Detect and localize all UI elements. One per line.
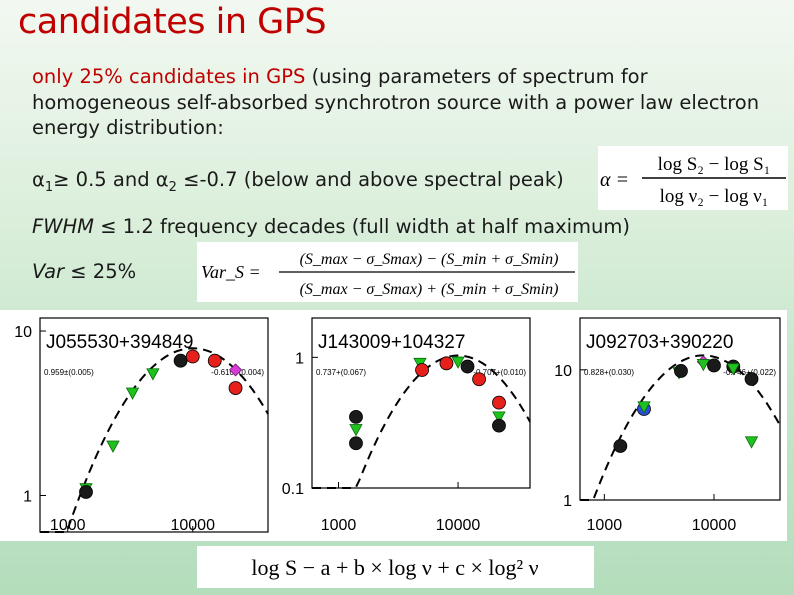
alpha-end-text: ≤-0.7 (below and above spectral peak) xyxy=(176,168,564,191)
data-point xyxy=(744,436,759,449)
data-point xyxy=(207,353,222,368)
plot-frame xyxy=(579,317,781,501)
data-point xyxy=(439,356,454,371)
plot-ytick-label: 10 xyxy=(14,324,32,341)
alpha-criterion: α1≥ 0.5 and α2 ≤-0.7 (below and above sp… xyxy=(32,168,564,195)
data-point xyxy=(613,439,628,453)
data-point xyxy=(228,381,243,395)
data-point xyxy=(349,410,363,424)
plot-xtick-label: 10000 xyxy=(436,517,481,534)
slide-title: candidates in GPS xyxy=(18,2,327,42)
plot-left-annotation: 0.737+(0.067) xyxy=(316,368,366,377)
intro-highlight: only 25% candidates in GPS xyxy=(32,65,306,88)
plot-ytick-label: 1 xyxy=(295,350,304,367)
data-point xyxy=(674,364,688,378)
alpha-formula-lhs: α = xyxy=(600,169,629,191)
plot-ytick-label: 1 xyxy=(563,493,572,510)
data-point xyxy=(744,372,759,386)
spectra-plots-panel: J055530+3948490.959±(0.005)-0.610+(0.004… xyxy=(0,310,787,541)
vars-formula: Var_S = (S_max − σ_Smax) − (S_min + σ_Sm… xyxy=(197,242,578,302)
data-point xyxy=(349,424,363,437)
alpha2-subscript: 2 xyxy=(168,179,177,195)
plot-frame xyxy=(311,317,531,489)
plot-xtick-label: 10000 xyxy=(692,517,737,534)
plot-right-annotation: -0.707+(0.010) xyxy=(473,368,526,377)
plot-xtick-label: 1000 xyxy=(587,517,623,534)
alpha-formula: α = log S₂ − log S₁ log ν₂ − log ν₁ xyxy=(598,146,788,210)
intro-rest: (using parameters of spectrum for homoge… xyxy=(32,65,760,139)
var-criterion: Var ≤ 25% xyxy=(32,260,136,283)
data-point xyxy=(726,363,740,376)
data-point xyxy=(228,363,243,377)
intro-paragraph: only 25% candidates in GPS (using parame… xyxy=(32,64,762,141)
data-point xyxy=(185,349,200,364)
data-point xyxy=(146,368,160,381)
plot-fit-curve xyxy=(312,354,531,489)
data-point xyxy=(696,359,711,372)
plot-ytick-label: 10 xyxy=(554,363,572,380)
fwhm-rest: ≤ 1.2 frequency decades (full width at h… xyxy=(94,215,630,238)
var-rest: ≤ 25% xyxy=(64,260,137,283)
intro-block: only 25% candidates in GPS (using parame… xyxy=(32,64,762,141)
plot-fit-curve xyxy=(580,354,781,501)
alpha2-symbol: α xyxy=(155,168,169,191)
plot-frame xyxy=(39,317,269,533)
data-point xyxy=(472,372,486,387)
var-term: Var xyxy=(32,260,65,283)
data-point xyxy=(173,353,188,368)
plot-title: J143009+104327 xyxy=(318,332,465,353)
alpha-mid-text: ≥ 0.5 and xyxy=(53,168,156,191)
data-point xyxy=(460,359,475,374)
plot-title: J092703+390220 xyxy=(586,332,733,353)
alpha-formula-numerator: log S₂ − log S₁ xyxy=(658,154,771,175)
plot-xtick-label: 1000 xyxy=(321,517,357,534)
plot-xtick-label: 10000 xyxy=(170,517,215,534)
data-point xyxy=(451,356,465,369)
vars-formula-denominator: (S_max − σ_Smax) + (S_min + σ_Smin) xyxy=(300,281,559,298)
fit-equation-text: log S − a + b × log ν + c × log² ν xyxy=(251,555,538,580)
alpha1-symbol: α xyxy=(32,168,45,191)
plot-title: J055530+394849 xyxy=(46,332,193,353)
fwhm-term: FWHM xyxy=(32,215,94,238)
data-point xyxy=(492,395,506,410)
plot-left-annotation: 0.828+(0.030) xyxy=(584,368,634,377)
plot-fit-curve xyxy=(40,347,269,533)
data-point xyxy=(492,411,506,424)
data-point xyxy=(79,485,93,499)
spectra-plots-svg: J055530+3948490.959±(0.005)-0.610+(0.004… xyxy=(14,317,781,534)
plot-xtick-label: 1000 xyxy=(50,517,86,534)
plot-ytick-label: 1 xyxy=(23,489,32,506)
vars-formula-numerator: (S_max − σ_Smax) − (S_min + σ_Smin) xyxy=(300,251,559,268)
data-point xyxy=(125,387,140,400)
data-point xyxy=(707,358,721,373)
data-point xyxy=(492,418,506,433)
data-point xyxy=(637,401,651,414)
alpha1-subscript: 1 xyxy=(44,179,54,195)
data-point xyxy=(349,436,363,451)
plot-ytick-label: 0.1 xyxy=(282,481,304,498)
data-point xyxy=(415,363,429,377)
fwhm-criterion: FWHM ≤ 1.2 frequency decades (full width… xyxy=(32,215,630,238)
data-point xyxy=(106,440,120,453)
plot-left-annotation: 0.959±(0.005) xyxy=(44,368,94,377)
alpha-formula-denominator: log ν₂ − log ν₁ xyxy=(660,186,769,207)
vars-formula-lhs: Var_S = xyxy=(201,262,261,282)
fit-equation: log S − a + b × log ν + c × log² ν xyxy=(197,546,594,588)
